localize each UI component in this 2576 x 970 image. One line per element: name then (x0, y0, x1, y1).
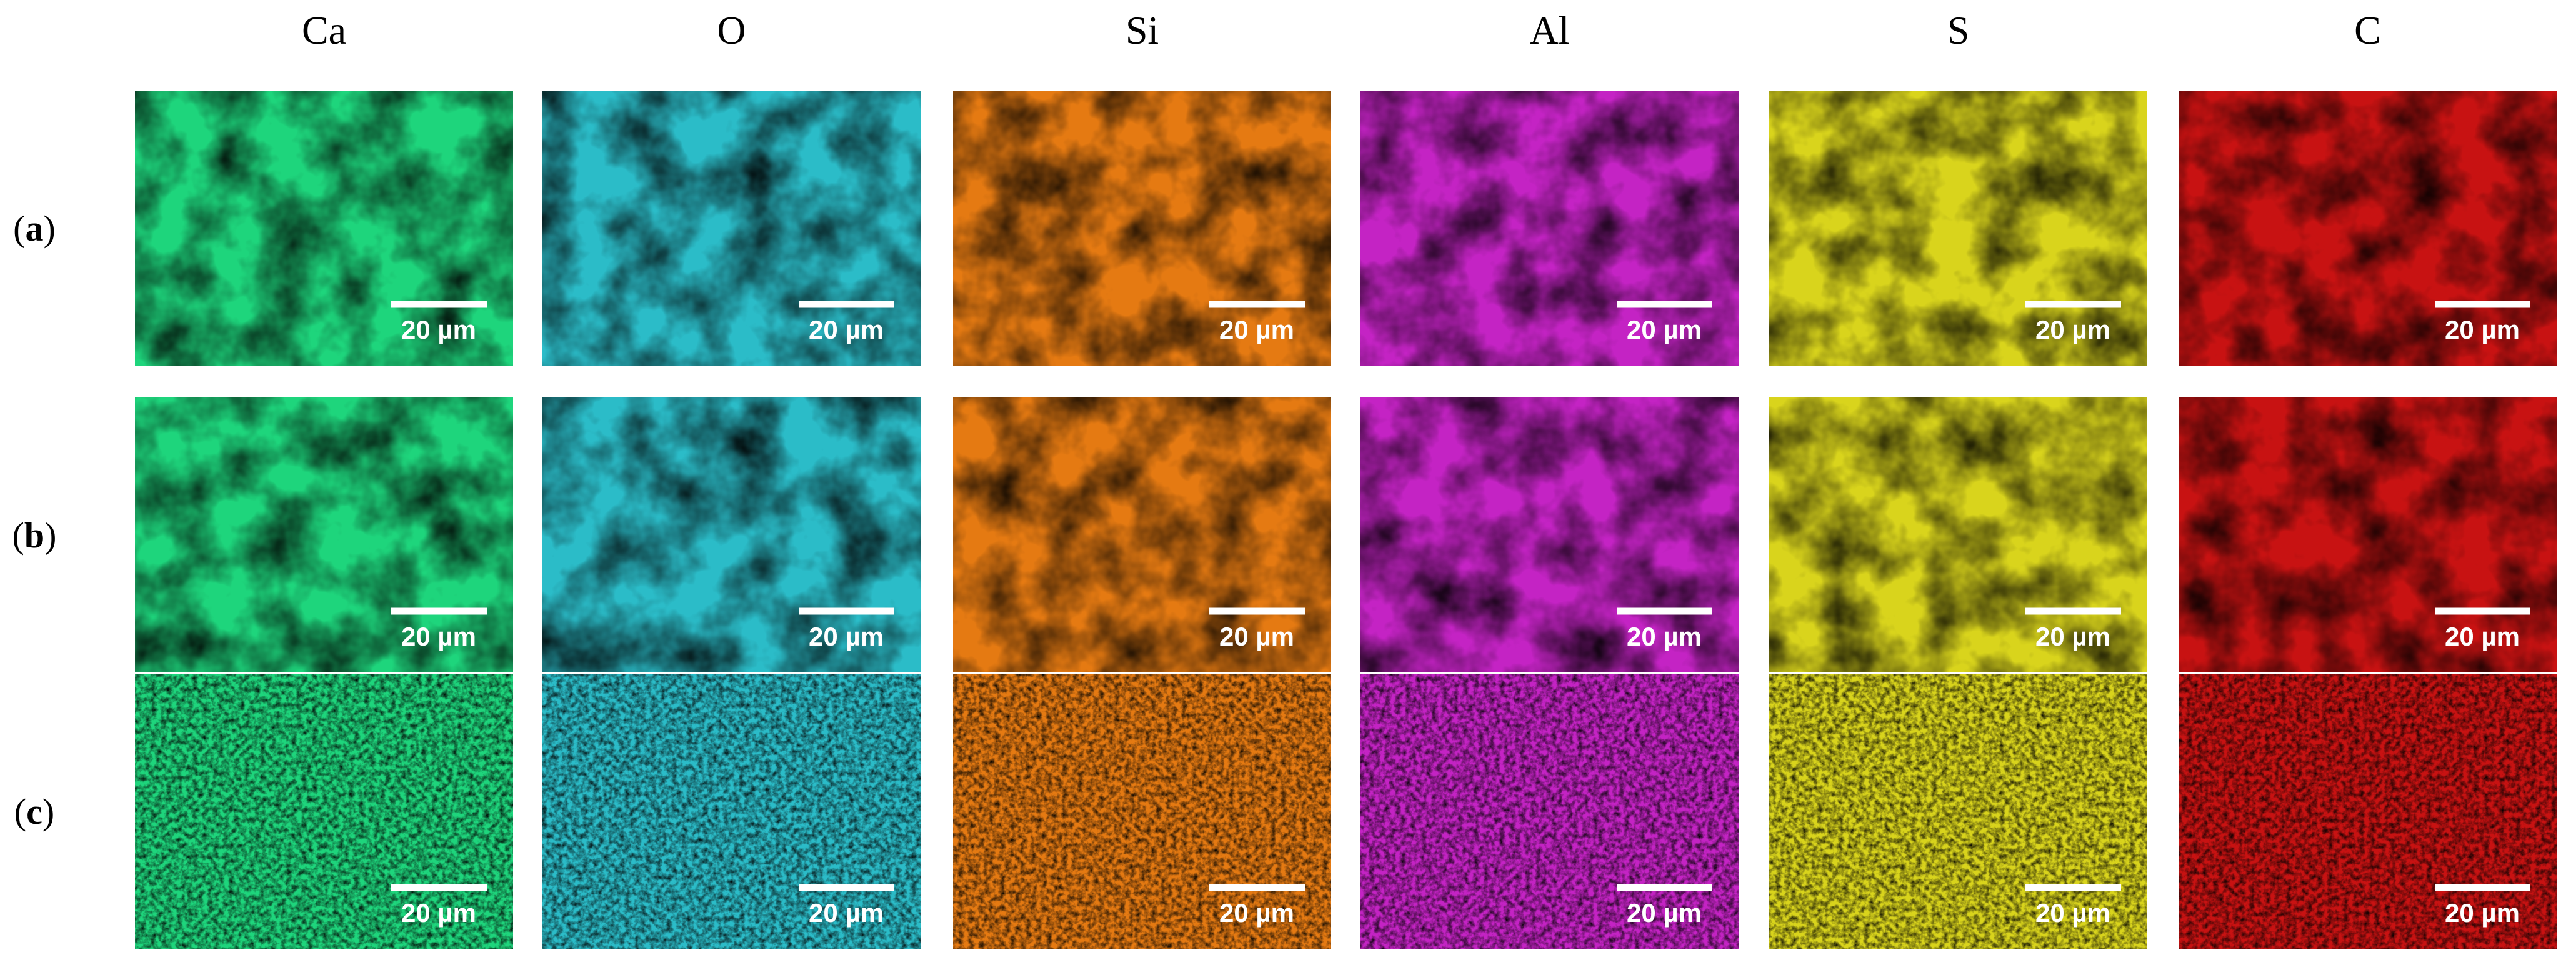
scale-bar-label: 20 µm (2445, 898, 2520, 928)
map-texture (953, 91, 1331, 366)
row-label: (a) (13, 208, 56, 249)
scale-bar-label: 20 µm (1219, 622, 1294, 651)
map-texture (953, 398, 1331, 672)
scale-bar-label: 20 µm (2035, 622, 2110, 651)
row-label-close: ) (42, 791, 54, 832)
row-label-open: ( (12, 515, 24, 556)
row-label-open: ( (14, 791, 26, 832)
scale-bar-label: 20 µm (401, 898, 476, 928)
map-texture (135, 674, 513, 949)
row-label-open: ( (13, 208, 25, 249)
map-texture (1769, 91, 2147, 366)
column-header: Si (1126, 8, 1159, 52)
row-label: (b) (12, 515, 57, 556)
row-label-letter: b (24, 515, 44, 556)
row-label-close: ) (44, 208, 56, 249)
map-texture (1769, 398, 2147, 672)
scale-bar-label: 20 µm (1219, 315, 1294, 344)
row-label: (c) (14, 791, 54, 832)
scale-bar-label: 20 µm (1627, 898, 1702, 928)
column-header: Ca (302, 8, 346, 52)
scale-bar-label: 20 µm (809, 898, 884, 928)
row-label-close: ) (44, 515, 56, 556)
scale-bar-label: 20 µm (2445, 315, 2520, 344)
map-texture (1360, 91, 1739, 366)
map-texture (1360, 674, 1739, 949)
map-texture (542, 91, 921, 366)
scale-bar-label: 20 µm (809, 622, 884, 651)
row-label-letter: c (26, 791, 42, 832)
scale-bar-label: 20 µm (1627, 622, 1702, 651)
row-label-letter: a (26, 208, 44, 249)
scale-bar-label: 20 µm (2035, 898, 2110, 928)
map-texture (2179, 398, 2557, 672)
map-texture (542, 674, 921, 949)
map-texture (1769, 674, 2147, 949)
scale-bar-label: 20 µm (1627, 315, 1702, 344)
scale-bar-label: 20 µm (401, 315, 476, 344)
map-texture (953, 674, 1331, 949)
scale-bar-label: 20 µm (2035, 315, 2110, 344)
scale-bar-label: 20 µm (401, 622, 476, 651)
map-texture (135, 91, 513, 366)
column-header: S (1947, 8, 1970, 52)
map-texture (1360, 398, 1739, 672)
map-texture (2179, 91, 2557, 366)
scale-bar-label: 20 µm (2445, 622, 2520, 651)
column-header: C (2354, 8, 2381, 52)
column-header: Al (1530, 8, 1570, 52)
column-header: O (717, 8, 746, 52)
map-texture (135, 398, 513, 672)
scale-bar-label: 20 µm (809, 315, 884, 344)
map-texture (542, 398, 921, 672)
map-texture (2179, 674, 2557, 949)
scale-bar-label: 20 µm (1219, 898, 1294, 928)
